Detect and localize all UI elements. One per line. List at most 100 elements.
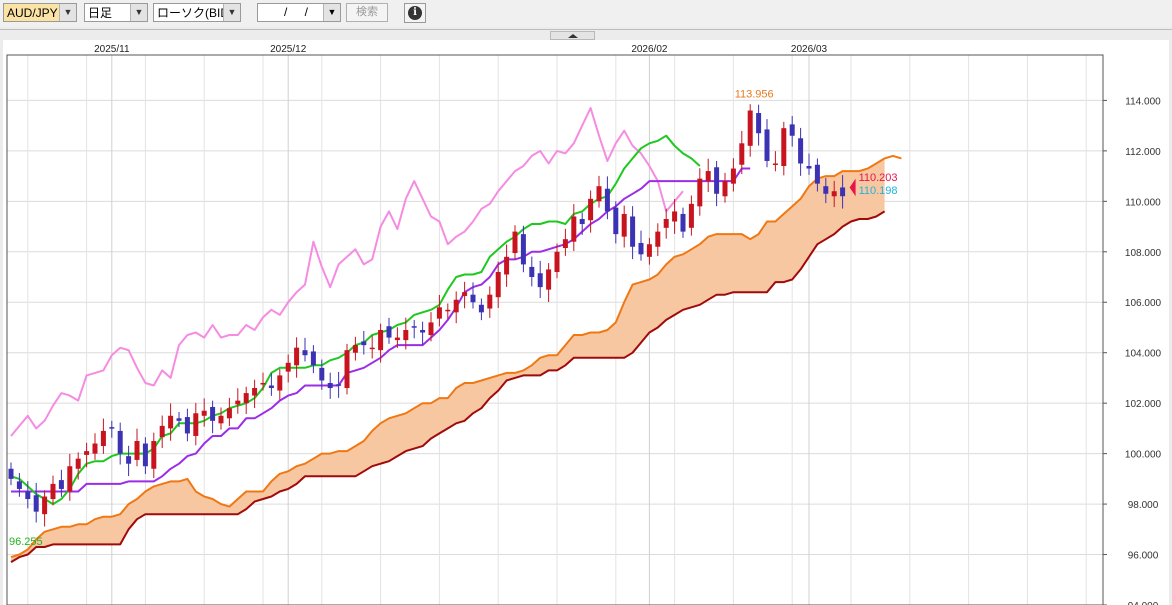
chevron-down-icon[interactable]: ▼ — [59, 4, 76, 21]
y-tick-label: 96.000 — [1128, 551, 1159, 562]
senkou-span-a-line — [10, 154, 902, 559]
candle-body — [151, 441, 157, 469]
date-input[interactable]: / / ▼ — [257, 3, 341, 22]
candle-body — [226, 408, 232, 419]
low-label: 96.255 — [9, 536, 43, 548]
candle-body — [445, 309, 451, 312]
ichimoku-chart[interactable]: 94.000 96.000 98.000 100.000 102.000 104.000 1… — [3, 40, 1169, 605]
candle-body — [336, 384, 342, 386]
candle-body — [840, 187, 846, 197]
labels-layer: 94.000 96.000 98.000 100.000 102.000 104.000 1… — [9, 44, 1162, 605]
candle-body — [260, 382, 266, 385]
candle-body — [781, 128, 787, 167]
candle-body — [789, 124, 795, 136]
candle-body — [470, 294, 476, 303]
y-tick-label: 112.000 — [1125, 147, 1161, 158]
candle-body — [714, 167, 720, 194]
candle-body — [722, 181, 728, 197]
ask-price-label: 110.198 — [859, 185, 898, 197]
candle-body — [126, 456, 132, 464]
chevron-down-icon[interactable]: ▼ — [223, 4, 240, 21]
currency-pair-value: AUD/JPY — [7, 6, 58, 20]
x-tick-label: 2025/11 — [94, 44, 130, 55]
bid-price-label: 110.203 — [859, 172, 898, 184]
candle-body — [764, 129, 770, 161]
info-button[interactable]: i — [404, 3, 426, 23]
candle-body — [109, 427, 115, 429]
candle-body — [596, 186, 602, 202]
kumo-cloud — [11, 158, 885, 563]
candle-body — [344, 350, 350, 389]
candle-body — [621, 213, 627, 237]
senkou-span-b-line — [10, 210, 886, 563]
candle-body — [504, 256, 510, 275]
candle-body — [285, 362, 291, 372]
candle-body — [739, 143, 745, 165]
candle-body — [369, 347, 375, 350]
candle-body — [588, 198, 594, 221]
candle-body — [184, 417, 190, 434]
candle-body — [831, 191, 837, 197]
candle-body — [42, 496, 48, 515]
candle-body — [571, 216, 577, 242]
candles-layer — [8, 104, 846, 527]
candle-body — [50, 483, 56, 500]
candle-body — [92, 443, 98, 454]
candle-body — [25, 491, 31, 500]
candle-body — [562, 239, 568, 249]
candle-body — [302, 350, 308, 356]
candle-body — [772, 163, 778, 165]
y-tick-label: 108.000 — [1125, 248, 1162, 259]
candle-body — [403, 330, 409, 341]
candle-body — [554, 251, 560, 272]
candle-body — [638, 242, 644, 255]
x-tick-label: 2026/02 — [631, 44, 668, 55]
candle-body — [8, 468, 14, 479]
candle-body — [277, 375, 283, 391]
candle-body — [747, 110, 753, 146]
candle-body — [319, 367, 325, 381]
candle-body — [193, 413, 199, 436]
y-tick-label: 102.000 — [1125, 399, 1162, 410]
y-tick-label: 100.000 — [1125, 450, 1162, 461]
y-tick-label: 98.000 — [1128, 500, 1159, 511]
candle-body — [428, 322, 434, 336]
search-button[interactable]: 検索 — [346, 3, 388, 22]
candle-body — [646, 244, 652, 257]
candle-body — [537, 273, 543, 288]
candle-body — [462, 292, 468, 296]
y-tick-label: 104.000 — [1125, 349, 1162, 360]
chart-background — [3, 40, 1169, 605]
candle-body — [529, 266, 535, 278]
y-tick-label: 94.000 — [1128, 601, 1159, 605]
candle-body — [814, 164, 820, 184]
candle-body — [806, 166, 812, 169]
candle-body — [310, 351, 316, 366]
candle-body — [218, 415, 224, 424]
y-tick-label: 114.000 — [1125, 96, 1161, 107]
candle-body — [705, 171, 711, 182]
candle-body — [210, 406, 216, 421]
candle-body — [798, 138, 804, 164]
chevron-down-icon[interactable]: ▼ — [130, 4, 147, 21]
calendar-dropdown-icon[interactable]: ▼ — [323, 4, 340, 21]
high-label: 113.956 — [735, 89, 774, 101]
candle-body — [756, 113, 762, 134]
candle-body — [134, 441, 140, 460]
collapse-panel-button[interactable] — [550, 31, 595, 40]
candle-body — [697, 178, 703, 207]
candle-body — [680, 213, 686, 232]
candle-body — [394, 337, 400, 341]
candle-body — [672, 211, 678, 222]
timeframe-select[interactable]: 日足 ▼ — [84, 3, 148, 22]
currency-pair-select[interactable]: AUD/JPY ▼ — [3, 3, 77, 22]
candle-body — [604, 188, 610, 212]
chart-type-select[interactable]: ローソク(BID) ▼ — [153, 3, 241, 22]
candle-body — [268, 385, 274, 389]
candle-body — [613, 207, 619, 235]
candle-body — [235, 400, 241, 405]
candle-body — [823, 186, 829, 194]
candle-body — [327, 382, 333, 389]
candle-body — [420, 330, 426, 333]
candle-body — [361, 341, 367, 346]
